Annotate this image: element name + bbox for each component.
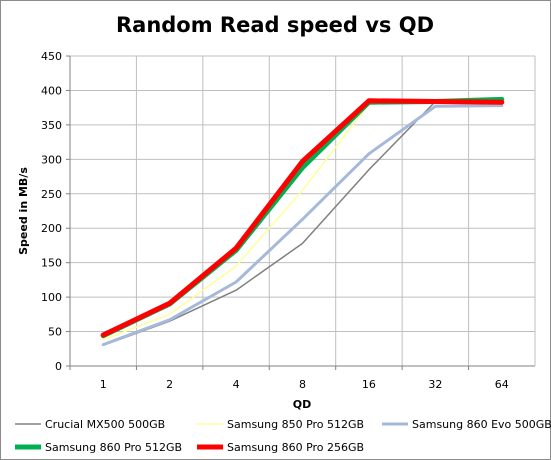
- legend-label: Samsung 850 Pro 512GB: [227, 418, 364, 431]
- series-line: [101, 104, 504, 347]
- x-tick-label: 64: [495, 378, 509, 391]
- chart-title: Random Read speed vs QD: [116, 13, 434, 37]
- legend-label: Samsung 860 Evo 500GB: [412, 418, 551, 431]
- x-tick-label: 16: [362, 378, 376, 391]
- grid-lines: [66, 55, 536, 367]
- y-tick-label: 150: [41, 257, 62, 270]
- legend-label: Samsung 860 Pro 256GB: [227, 441, 364, 454]
- x-tick-label: 1: [100, 378, 107, 391]
- x-tick-label: 2: [166, 378, 173, 391]
- y-tick-label: 300: [41, 153, 62, 166]
- legend: Crucial MX500 500GB Samsung 850 Pro 512GB…: [15, 418, 551, 454]
- y-tick-label: 50: [48, 326, 62, 339]
- x-tick-label: 32: [428, 378, 442, 391]
- y-tick-label: 450: [41, 50, 62, 63]
- y-tick-label: 400: [41, 84, 62, 97]
- series-lines: [100, 96, 505, 347]
- x-tick-label: 8: [299, 378, 306, 391]
- y-tick-label: 0: [55, 360, 62, 373]
- y-tick-labels: 0 50 100 150 200 250 300 350 400 450: [41, 50, 62, 373]
- y-tick-label: 200: [41, 222, 62, 235]
- y-tick-label: 100: [41, 291, 62, 304]
- x-axis-title: QD: [293, 398, 311, 411]
- series-line: [100, 98, 505, 338]
- y-tick-label: 250: [41, 188, 62, 201]
- x-tick-labels: 1 2 4 8 16 32 64: [69, 366, 509, 391]
- y-tick-label: 350: [41, 119, 62, 132]
- x-tick-label: 4: [233, 378, 240, 391]
- y-axis-title: Speed in MB/s: [17, 167, 30, 255]
- legend-label: Samsung 860 Pro 512GB: [45, 441, 182, 454]
- legend-label: Crucial MX500 500GB: [45, 418, 165, 431]
